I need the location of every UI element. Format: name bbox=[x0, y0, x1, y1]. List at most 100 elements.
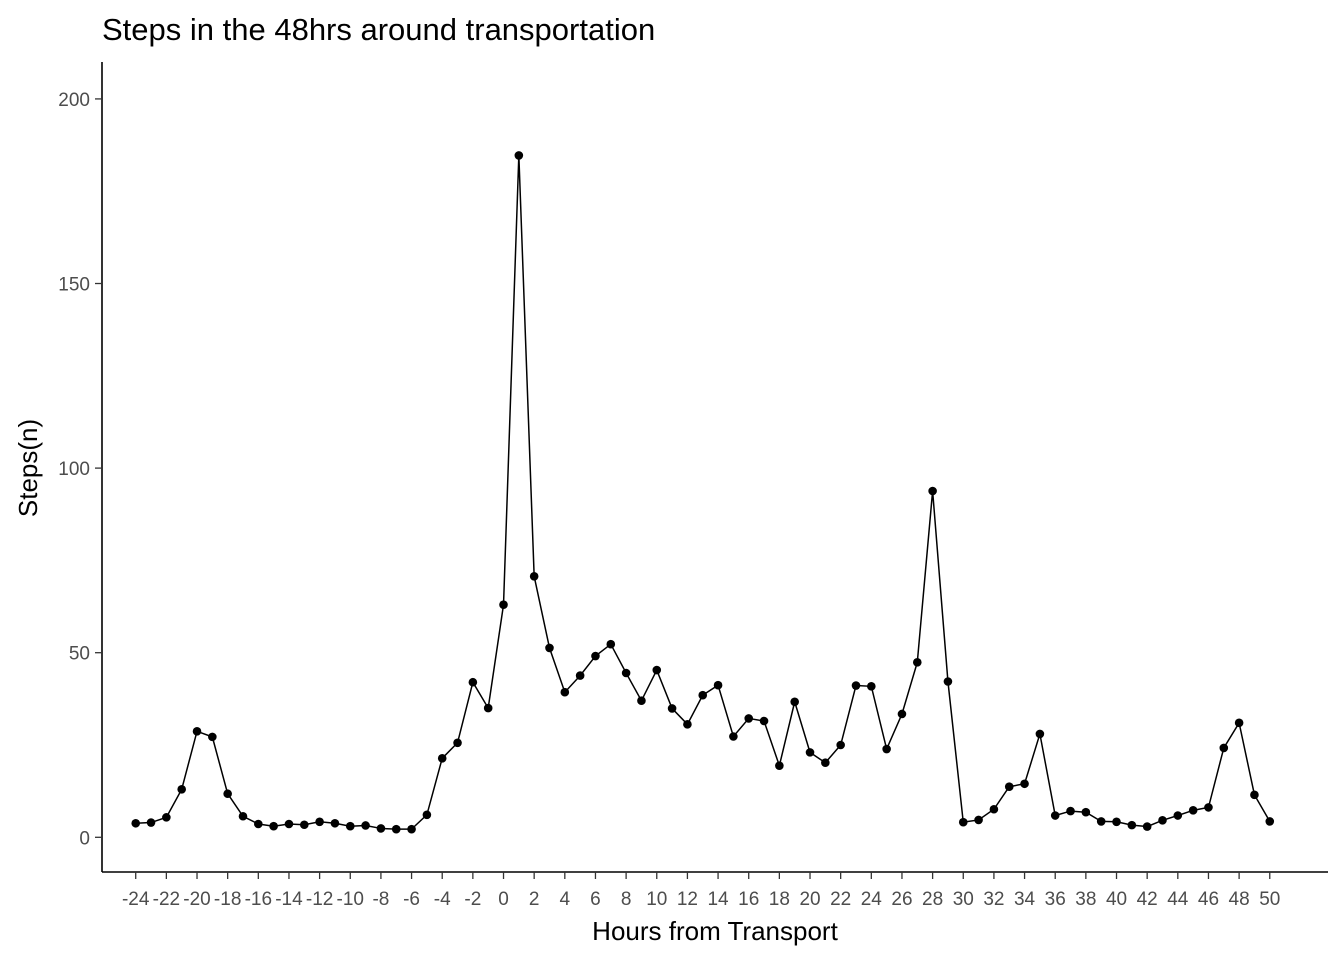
x-tick-label: 46 bbox=[1198, 889, 1219, 910]
data-point bbox=[1158, 816, 1167, 825]
y-axis-title: Steps(n) bbox=[13, 419, 43, 517]
x-tick-label: 0 bbox=[498, 889, 509, 910]
data-point bbox=[437, 753, 447, 763]
data-point bbox=[1050, 811, 1060, 820]
data-point bbox=[1250, 790, 1259, 800]
x-tick-label: 44 bbox=[1167, 889, 1189, 910]
x-tick-label: 50 bbox=[1259, 889, 1280, 910]
data-point bbox=[775, 761, 784, 770]
x-tick-label: 10 bbox=[646, 889, 667, 910]
data-point bbox=[912, 658, 922, 667]
data-point bbox=[621, 668, 631, 678]
data-point bbox=[790, 697, 799, 707]
data-point bbox=[269, 821, 278, 831]
x-tick-label: -14 bbox=[275, 889, 303, 910]
x-tick-label: 28 bbox=[922, 889, 943, 910]
data-point bbox=[836, 740, 845, 750]
data-point bbox=[422, 810, 432, 820]
data-point bbox=[821, 758, 830, 768]
x-tick-label: 30 bbox=[953, 889, 974, 910]
y-tick-label: 50 bbox=[69, 644, 90, 665]
data-point bbox=[254, 819, 263, 829]
data-point bbox=[1204, 803, 1213, 812]
x-tick-label: 18 bbox=[769, 889, 790, 910]
data-point bbox=[1035, 729, 1045, 739]
data-point bbox=[146, 818, 156, 827]
data-point bbox=[943, 677, 953, 686]
data-point bbox=[974, 815, 983, 825]
x-tick-label: -10 bbox=[337, 889, 364, 910]
data-point bbox=[591, 651, 600, 661]
x-tick-label: -6 bbox=[403, 889, 420, 910]
data-point bbox=[162, 813, 171, 822]
data-point bbox=[652, 665, 662, 675]
data-point bbox=[759, 716, 769, 726]
x-tick-label: -16 bbox=[245, 889, 272, 910]
data-point bbox=[330, 818, 340, 828]
data-point bbox=[299, 820, 309, 830]
y-tick-label: 100 bbox=[58, 459, 90, 480]
data-point bbox=[713, 680, 723, 690]
x-tick-label: 42 bbox=[1137, 889, 1158, 910]
data-point bbox=[851, 681, 861, 690]
x-tick-label: 12 bbox=[677, 889, 698, 910]
data-point bbox=[606, 639, 616, 649]
data-point bbox=[1004, 782, 1014, 792]
y-tick-label: 200 bbox=[58, 90, 90, 111]
x-tick-label: 48 bbox=[1229, 889, 1250, 910]
data-point bbox=[529, 571, 539, 581]
data-point bbox=[208, 732, 217, 742]
data-point bbox=[560, 687, 570, 697]
data-point bbox=[407, 824, 416, 834]
x-tick-label: 36 bbox=[1045, 889, 1066, 910]
x-tick-label: -24 bbox=[122, 889, 150, 910]
data-point bbox=[315, 817, 324, 827]
data-point bbox=[989, 804, 999, 814]
data-point bbox=[361, 821, 370, 830]
data-point bbox=[1020, 779, 1029, 789]
data-point bbox=[805, 748, 815, 757]
x-tick-label: -18 bbox=[214, 889, 241, 910]
x-tick-label: 40 bbox=[1106, 889, 1127, 910]
x-tick-label: -12 bbox=[306, 889, 333, 910]
data-point bbox=[345, 821, 355, 831]
data-point bbox=[882, 744, 891, 754]
data-point bbox=[391, 824, 401, 834]
data-point bbox=[928, 486, 937, 496]
x-tick-label: 16 bbox=[738, 889, 759, 910]
x-tick-label: -4 bbox=[434, 889, 451, 910]
data-point bbox=[897, 709, 907, 719]
data-point bbox=[499, 600, 508, 610]
x-tick-label: 26 bbox=[891, 889, 912, 910]
data-point bbox=[744, 714, 754, 723]
x-tick-label: 20 bbox=[799, 889, 820, 910]
data-point bbox=[514, 151, 524, 160]
data-point bbox=[1219, 743, 1229, 753]
data-point bbox=[238, 811, 248, 821]
x-tick-label: -8 bbox=[372, 889, 389, 910]
data-point bbox=[545, 643, 554, 653]
x-tick-label: 6 bbox=[590, 889, 601, 910]
data-point bbox=[683, 720, 692, 729]
data-point bbox=[1234, 718, 1244, 728]
x-tick-label: 22 bbox=[830, 889, 851, 910]
data-point bbox=[1188, 806, 1198, 815]
data-point bbox=[483, 703, 493, 713]
data-point bbox=[1173, 811, 1183, 820]
x-tick-label: 24 bbox=[861, 889, 883, 910]
data-point bbox=[667, 704, 677, 713]
data-point bbox=[958, 817, 968, 827]
data-point bbox=[453, 738, 462, 748]
data-point bbox=[729, 732, 738, 741]
data-point bbox=[637, 696, 646, 705]
data-point bbox=[284, 819, 294, 829]
x-tick-label: 38 bbox=[1075, 889, 1096, 910]
data-point bbox=[1265, 817, 1275, 826]
data-point bbox=[698, 690, 708, 700]
x-tick-label: 2 bbox=[529, 889, 540, 910]
data-point bbox=[376, 824, 386, 833]
data-point bbox=[131, 818, 141, 828]
